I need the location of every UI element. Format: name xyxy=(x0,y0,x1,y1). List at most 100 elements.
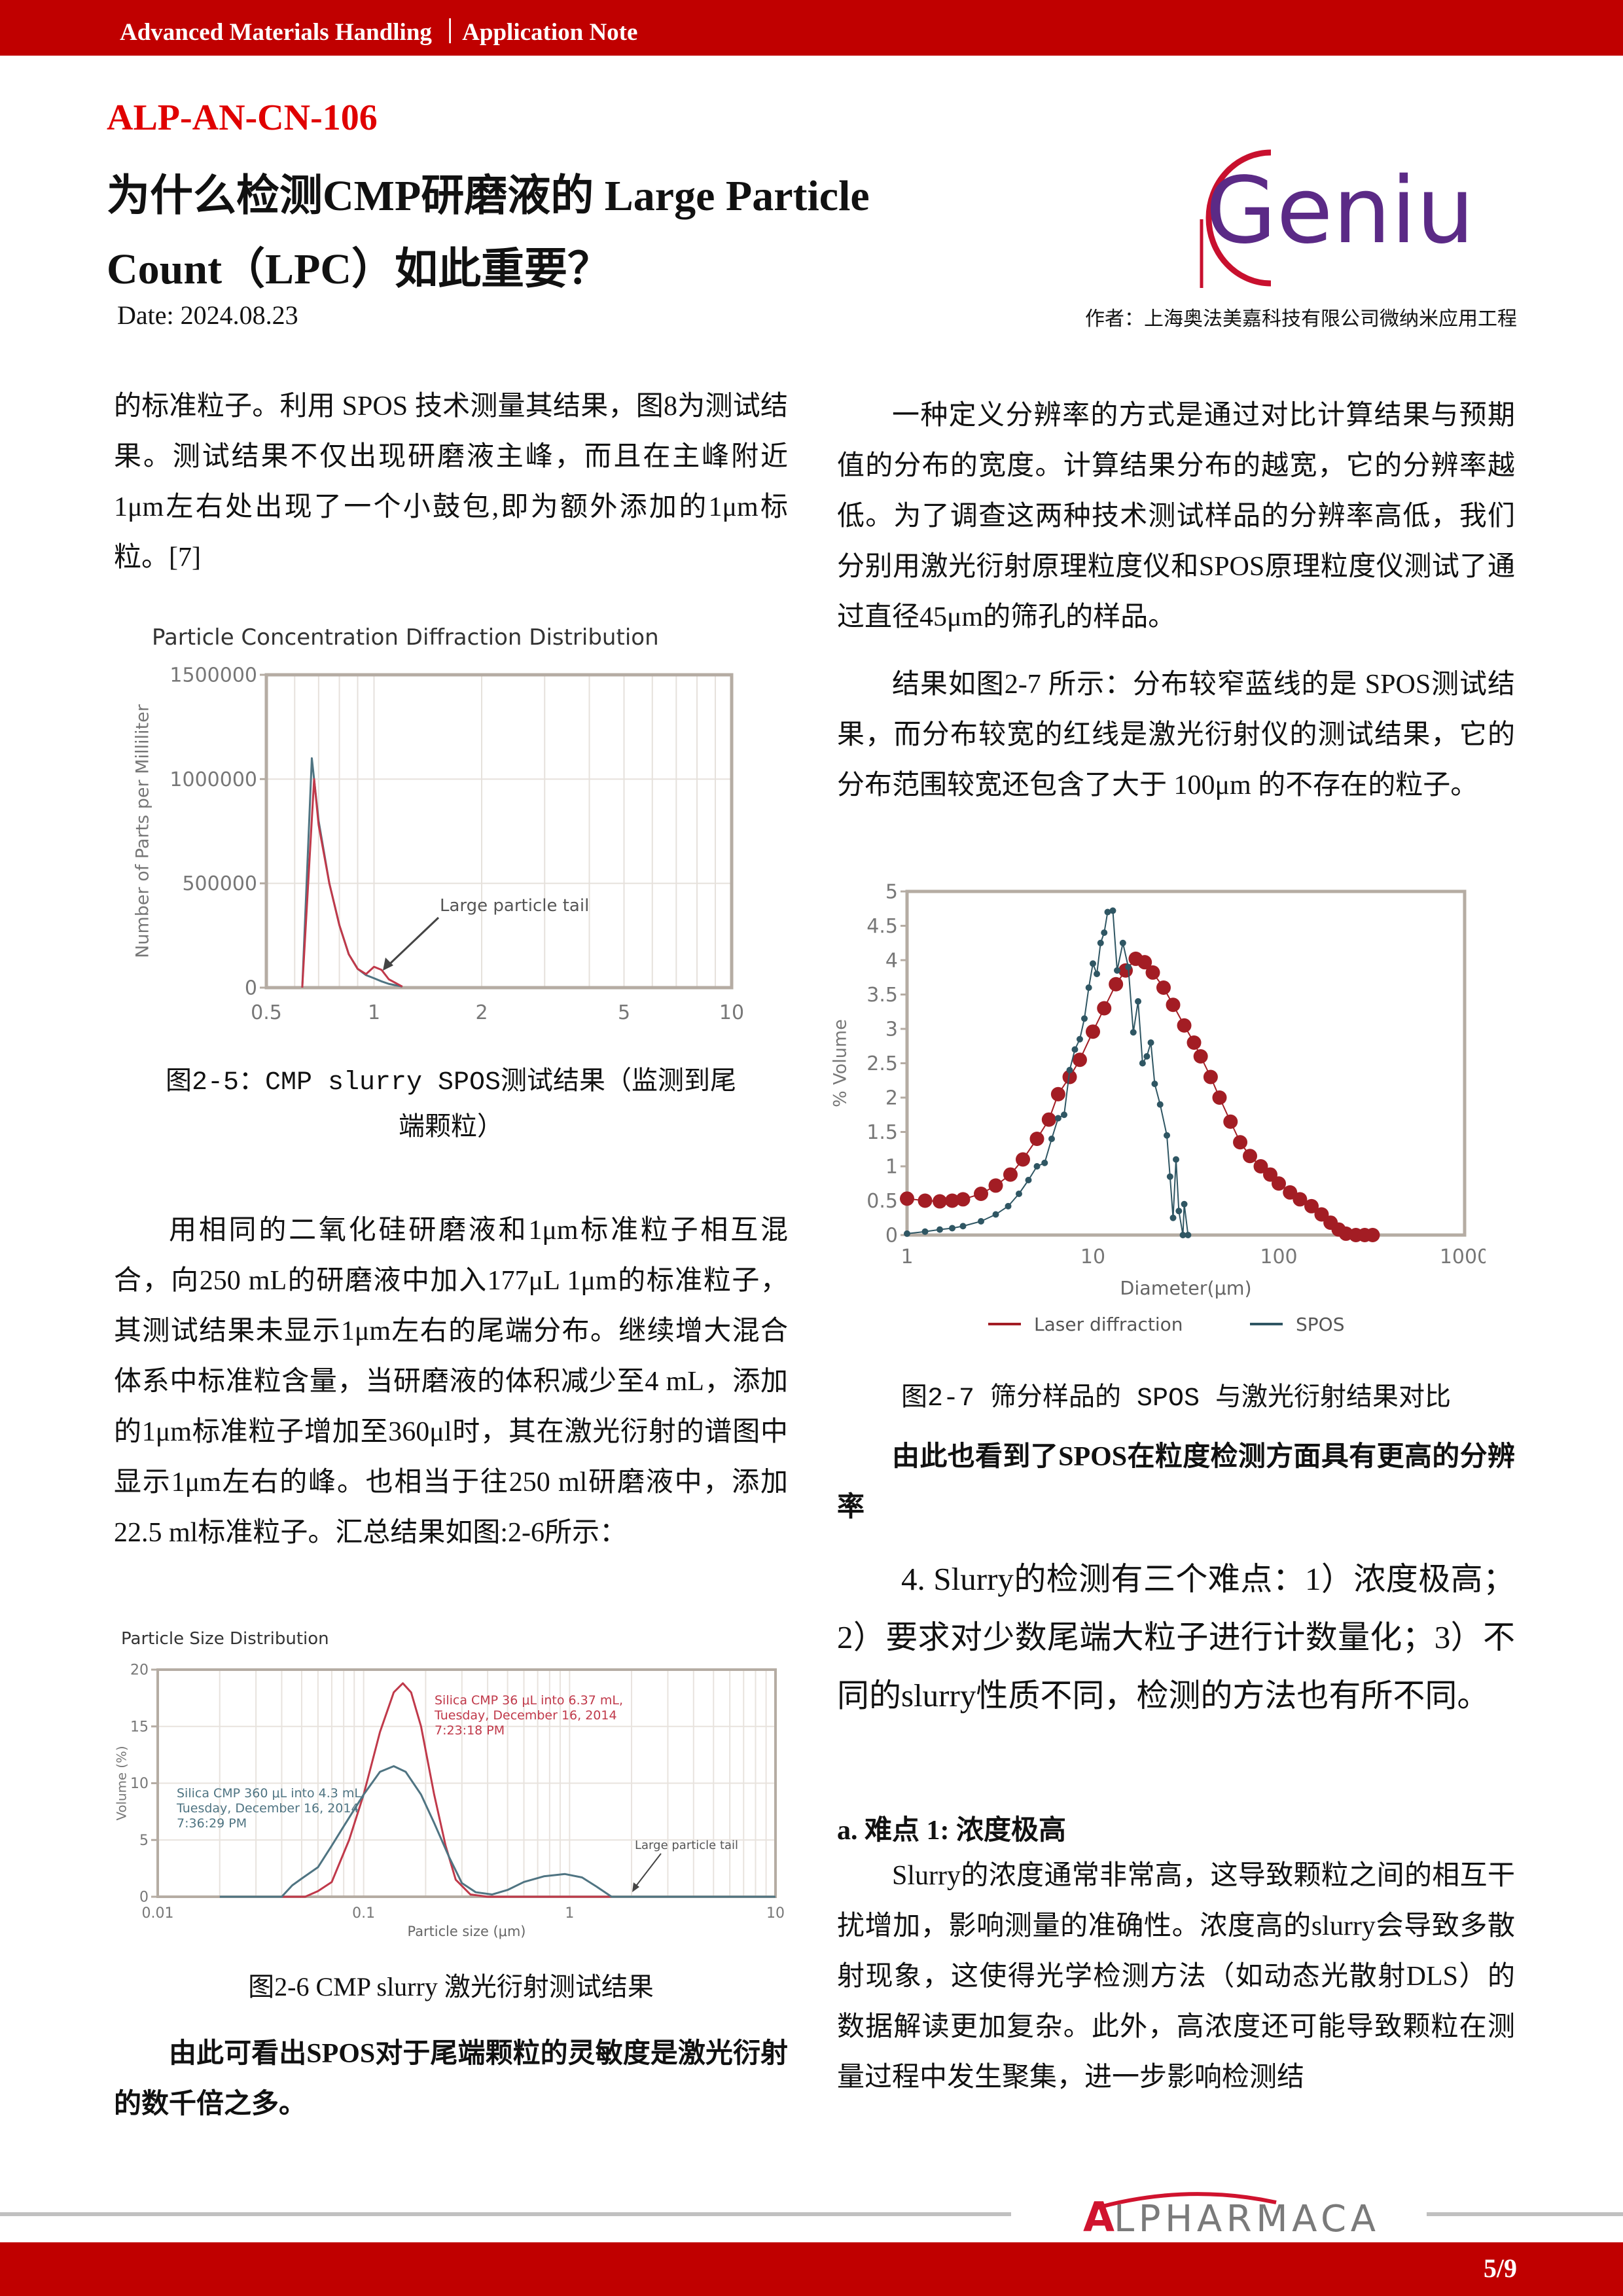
figure-caption-2-5: 图2-5：CMP slurry SPOS测试结果（监测到尾端颗粒） xyxy=(165,1068,737,1143)
data-point-spos xyxy=(1090,960,1096,967)
data-point-laser xyxy=(955,1192,971,1207)
left-paragraph-2: 用相同的二氧化硅研磨液和1μm标准粒子相互混合，向250 mL的研磨液中加入17… xyxy=(114,1215,788,1548)
x-tick-label: 0.5 xyxy=(251,1001,282,1024)
data-point-spos xyxy=(1130,1029,1137,1036)
data-point-spos xyxy=(904,1230,910,1237)
data-point-laser xyxy=(1203,1069,1218,1085)
x-tick-label: 2 xyxy=(475,1001,488,1024)
y-tick-label: 0.5 xyxy=(866,1190,898,1213)
data-point-spos xyxy=(949,1225,956,1232)
header-banner: Advanced Materials Handling ｜Application… xyxy=(0,0,1623,56)
legend-label: Laser diffraction xyxy=(1034,1314,1183,1335)
data-point-laser xyxy=(1072,1052,1087,1067)
x-axis-label: Particle size (μm) xyxy=(408,1924,526,1939)
x-tick-label: 5 xyxy=(618,1001,630,1024)
right-paragraph-1: 一种定义分辨率的方式是通过对比计算结果与预期值的分布的宽度。计算结果分布的越宽，… xyxy=(837,401,1515,632)
x-tick-label: 1 xyxy=(565,1905,574,1922)
chart-title: Particle Size Distribution xyxy=(121,1629,329,1649)
x-tick-label: 10 xyxy=(719,1001,744,1024)
data-point-laser xyxy=(974,1187,989,1201)
svg-text:LPHARMACA: LPHARMACA xyxy=(1114,2198,1376,2235)
data-point-laser xyxy=(1212,1090,1227,1105)
data-point-spos xyxy=(1081,1015,1088,1022)
y-tick-label: 4 xyxy=(885,950,898,973)
data-point-spos xyxy=(1185,1232,1192,1238)
right-paragraph-concentration: Slurry的浓度通常非常高，这导致颗粒之间的相互干扰增加，影响测量的准确性。浓… xyxy=(837,1861,1515,2092)
data-point-laser xyxy=(1086,1024,1100,1039)
data-point-spos xyxy=(1147,1039,1154,1046)
chart-title: Particle Concentration Diffraction Distr… xyxy=(152,624,659,651)
data-point-spos xyxy=(1005,1202,1012,1210)
data-point-spos xyxy=(1114,967,1121,974)
data-point-spos xyxy=(1048,1136,1055,1142)
right-bold-conclusion: 由此也看到了SPOS在粒度检测方面具有更高的分辨率 xyxy=(837,1442,1515,1522)
y-tick-label: 0 xyxy=(139,1890,149,1906)
y-axis-label: Number of Parts per Milliliter xyxy=(133,704,153,958)
y-tick-label: 0 xyxy=(885,1225,898,1247)
series-line-0 xyxy=(281,1682,776,1898)
data-point-spos xyxy=(1025,1177,1032,1183)
data-point-laser xyxy=(1253,1159,1268,1174)
series-annotation-line: 7:36:29 PM xyxy=(177,1816,247,1831)
document-date: Date: 2024.08.23 xyxy=(117,300,298,330)
chart-sieved-sample-comparison: 0 0.5 1 1.5 2 2.5 3 3.5 4 4.5 5 1 10 100 1000 Diameter(… xyxy=(831,881,1486,1336)
data-point-spos xyxy=(1076,1035,1083,1043)
x-tick-label: 0.01 xyxy=(142,1905,174,1922)
page-title-line-2: Count（LPC）如此重要？ xyxy=(107,245,611,293)
data-point-laser xyxy=(1177,1018,1192,1033)
left-bold-conclusion: 由此可看出SPOS对于尾端颗粒的灵敏度是激光衍射的数千倍之多。 xyxy=(114,2039,788,2119)
data-point-spos xyxy=(1054,1115,1061,1122)
series-line-1 xyxy=(301,778,403,988)
data-point-spos xyxy=(1097,939,1104,946)
data-point-spos xyxy=(1169,1214,1177,1221)
data-point-spos xyxy=(1139,1060,1146,1067)
y-tick-label: 1500000 xyxy=(169,664,257,687)
svg-text:Genius: Genius xyxy=(1205,158,1467,264)
footer-divider xyxy=(0,2212,1011,2216)
y-tick-label: 1 xyxy=(885,1156,898,1179)
y-tick-label: 20 xyxy=(130,1662,149,1679)
data-point-laser xyxy=(1233,1135,1248,1150)
x-tick-label: 1 xyxy=(901,1246,913,1268)
annotation-large-particle-tail: Large particle tail xyxy=(635,1839,738,1852)
data-point-laser xyxy=(1145,965,1160,980)
data-point-laser xyxy=(1109,977,1124,992)
annotation-arrow xyxy=(634,1853,662,1888)
data-point-spos xyxy=(1166,1173,1173,1180)
data-point-laser xyxy=(1223,1114,1238,1129)
data-point-spos xyxy=(959,1223,967,1230)
data-point-laser xyxy=(945,1193,960,1208)
data-point-spos xyxy=(1143,1053,1150,1060)
data-point-spos xyxy=(1085,984,1092,991)
x-tick-label: 1000 xyxy=(1440,1246,1486,1268)
genius-logo: Genius xyxy=(1200,149,1467,288)
data-point-laser xyxy=(1062,1069,1077,1085)
data-point-spos xyxy=(1164,1132,1171,1139)
data-point-laser xyxy=(1243,1149,1258,1164)
data-point-laser xyxy=(1029,1132,1044,1146)
right-paragraph-2: 结果如图2-7 所示：分布较窄蓝线的是 SPOS测试结果，而分布较宽的红线是激光… xyxy=(837,670,1515,800)
data-point-laser xyxy=(1304,1198,1319,1213)
y-tick-label: 5 xyxy=(139,1833,149,1849)
chart-particle-size-distribution: Particle Size Distribution 0 5 10 15 20 0.01 0.… xyxy=(115,1629,785,1939)
data-point-spos xyxy=(1179,1232,1186,1238)
y-tick-label: 3 xyxy=(885,1018,898,1041)
data-point-laser xyxy=(933,1194,948,1209)
data-point-laser xyxy=(1193,1049,1208,1064)
data-point-spos xyxy=(1181,1200,1188,1208)
annotation-large-particle-tail: Large particle tail xyxy=(440,896,589,916)
data-point-spos xyxy=(921,1228,929,1235)
y-tick-label: 1000000 xyxy=(169,768,257,791)
chart-particle-concentration: Particle Concentration Diffraction Distr… xyxy=(133,624,745,1024)
series-annotation-line: Tuesday, December 16, 2014 xyxy=(176,1801,359,1816)
x-axis-label: Diameter(μm) xyxy=(1120,1278,1251,1299)
y-tick-label: 4.5 xyxy=(866,915,898,938)
document-author: 作者：上海奥法美嘉科技有限公司微纳米应用工程 xyxy=(1085,308,1517,330)
footer-bar: 5/9 xyxy=(0,2242,1623,2296)
data-point-laser xyxy=(1272,1176,1286,1191)
figure-caption-2-7: 图2-7 筛分样品的 SPOS 与激光衍射结果对比 xyxy=(901,1384,1452,1414)
series-annotation-line: 7:23:18 PM xyxy=(435,1723,505,1738)
y-tick-label: 500000 xyxy=(182,872,257,895)
y-tick-label: 15 xyxy=(130,1719,149,1735)
data-point-laser xyxy=(1166,997,1181,1013)
